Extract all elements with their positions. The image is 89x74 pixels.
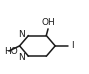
Text: OH: OH [41,18,55,27]
Text: HO: HO [4,47,18,56]
Text: I: I [71,41,74,50]
Text: N: N [18,53,25,62]
Text: N: N [18,30,25,39]
